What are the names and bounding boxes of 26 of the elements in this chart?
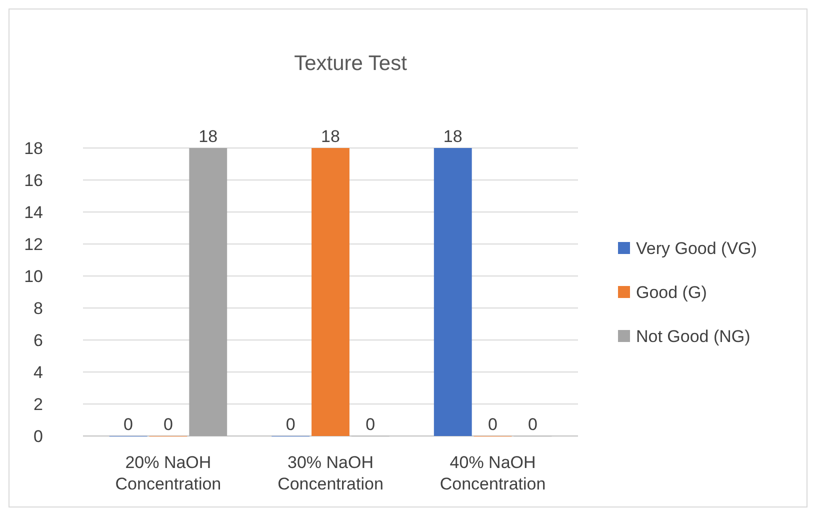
x-tick-label: 30% NaOH Concentration <box>278 453 384 494</box>
data-label: 18 <box>443 127 462 146</box>
data-label: 0 <box>286 415 296 434</box>
data-label: 18 <box>198 127 218 146</box>
y-tick-label: 18 <box>24 138 43 158</box>
y-tick-label: 16 <box>24 170 43 190</box>
legend-label: Good (G) <box>636 282 707 302</box>
y-tick-label: 6 <box>34 330 43 350</box>
legend-label: Not Good (NG) <box>636 326 750 346</box>
data-label: 0 <box>366 415 376 434</box>
x-tick-label: 20% NaOH Concentration <box>115 453 222 494</box>
y-tick-label: 10 <box>24 266 43 286</box>
x-tick-label: 40% NaOH Concentration <box>440 453 546 494</box>
y-tick-label: 4 <box>34 362 43 382</box>
y-tick-label: 2 <box>34 394 43 414</box>
y-tick-label: 8 <box>34 298 43 318</box>
chart-title: Texture Test <box>294 52 408 75</box>
data-label: 0 <box>163 415 173 434</box>
y-tick-label: 0 <box>34 426 43 446</box>
data-label: 0 <box>528 415 538 434</box>
legend-label: Very Good (VG) <box>636 238 757 258</box>
y-tick-label: 12 <box>24 234 43 254</box>
data-label: 0 <box>488 415 498 434</box>
data-label: 18 <box>321 127 340 146</box>
y-tick-label: 14 <box>24 202 43 222</box>
data-label: 0 <box>124 415 134 434</box>
